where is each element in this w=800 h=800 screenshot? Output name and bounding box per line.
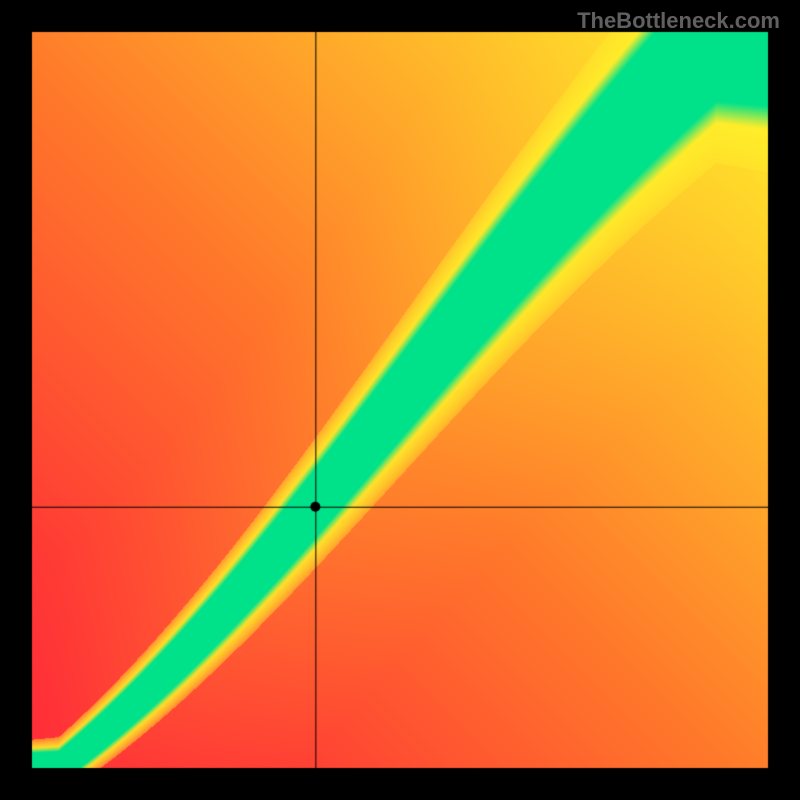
chart-container: TheBottleneck.com (0, 0, 800, 800)
watermark-text: TheBottleneck.com (577, 8, 780, 34)
bottleneck-heatmap (0, 0, 800, 800)
